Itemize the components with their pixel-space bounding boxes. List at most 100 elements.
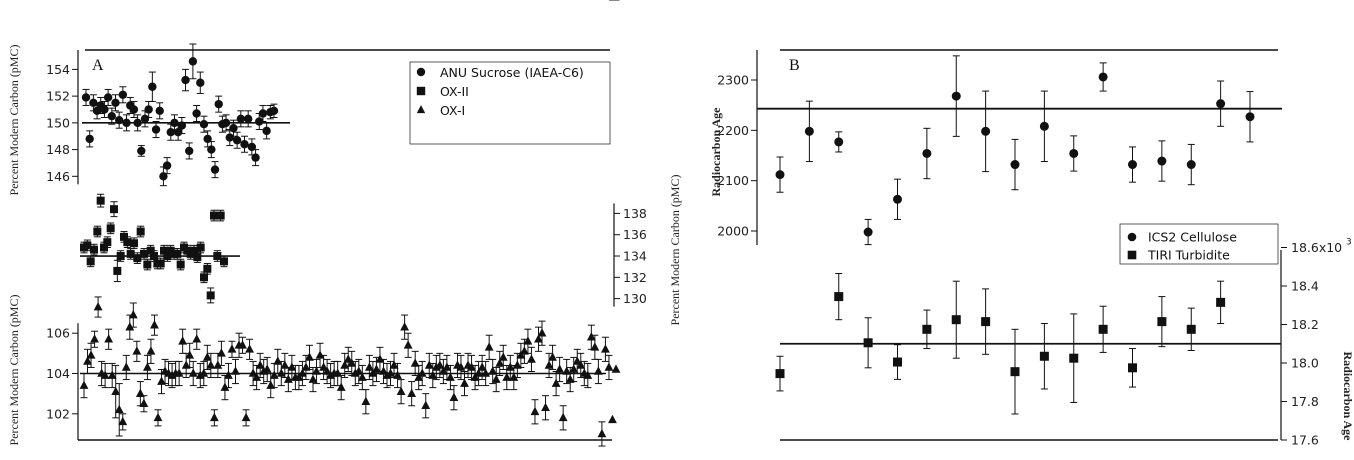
- data-point-triangle: [336, 382, 346, 391]
- data-point-triangle: [104, 334, 114, 343]
- data-point-square: [922, 324, 932, 334]
- data-point-triangle: [467, 362, 476, 371]
- data-point-square: [196, 243, 205, 252]
- data-point-circle: [129, 105, 139, 114]
- data-point-triangle: [178, 336, 188, 345]
- data-point-circle: [804, 126, 814, 136]
- data-point-square: [1157, 317, 1167, 327]
- data-point-triangle: [269, 370, 279, 379]
- subplot-top-ytick-label: 150: [46, 115, 70, 130]
- data-point-triangle: [530, 406, 540, 416]
- data-point-circle: [1216, 99, 1226, 109]
- data-point-square: [220, 257, 228, 266]
- data-point-triangle: [322, 366, 332, 375]
- data-point-triangle: [118, 416, 128, 426]
- data-point-square: [203, 264, 212, 273]
- data-point-square: [1216, 297, 1226, 307]
- data-point-triangle: [125, 322, 135, 331]
- data-point-circle: [1245, 112, 1255, 122]
- data-point-triangle: [569, 364, 579, 373]
- data-point-square: [116, 252, 125, 261]
- data-point-circle: [236, 114, 246, 124]
- data-point-circle: [229, 123, 238, 133]
- data-point-triangle: [565, 374, 575, 383]
- data-point-square: [173, 249, 182, 258]
- data-point-triangle: [150, 320, 159, 329]
- data-point-triangle: [185, 350, 195, 359]
- data-point-triangle: [396, 386, 406, 395]
- data-point-triangle: [386, 368, 395, 377]
- data-point-square: [176, 260, 185, 269]
- data-point-circle: [1039, 121, 1049, 131]
- data-point-circle: [893, 194, 902, 204]
- data-point-square: [1010, 367, 1020, 377]
- data-point-triangle: [273, 356, 283, 365]
- data-point-circle: [255, 117, 264, 126]
- data-point-triangle: [114, 404, 124, 414]
- data-point-circle: [137, 146, 146, 156]
- data-point-circle: [210, 165, 220, 174]
- data-point-circle: [1186, 160, 1196, 170]
- data-point-triangle: [460, 378, 469, 387]
- data-point-triangle: [143, 362, 152, 371]
- data-point-circle: [177, 121, 187, 130]
- data-point-triangle: [333, 368, 343, 377]
- data-point-circle: [981, 126, 991, 136]
- data-point-triangle: [481, 368, 491, 377]
- data-point-triangle: [157, 376, 166, 385]
- data-point-circle: [199, 119, 209, 129]
- data-point-triangle: [389, 360, 399, 369]
- data-point-triangle: [593, 366, 603, 375]
- data-point-square: [775, 369, 785, 379]
- data-point-triangle: [128, 310, 138, 319]
- subplot-lower-ytick-label: 18.2: [1291, 317, 1319, 332]
- data-point-triangle: [400, 322, 410, 331]
- data-point-triangle: [421, 400, 431, 410]
- data-point-triangle: [238, 340, 247, 349]
- data-point-circle: [170, 118, 179, 128]
- data-point-triangle: [100, 370, 110, 379]
- data-point-triangle: [255, 360, 265, 369]
- data-point-circle: [148, 82, 157, 91]
- data-point-square: [130, 239, 138, 248]
- data-point-circle: [155, 106, 164, 116]
- data-point-circle: [247, 142, 257, 152]
- subplot-lower-ytick-label: 17.8: [1291, 394, 1319, 409]
- data-point-triangle: [202, 352, 212, 361]
- subplot-bottom-ytick-label: 102: [46, 406, 70, 421]
- legend-marker-circle: [416, 67, 426, 77]
- data-point-square: [206, 291, 215, 300]
- data-point-triangle: [519, 346, 529, 355]
- data-point-triangle: [121, 362, 131, 371]
- subplot-top: 146 148 150 152 154 Percent Modern Carbon (pM…: [7, 43, 290, 195]
- data-point-circle: [240, 140, 249, 149]
- subplot-upper-ytick-label: 2000: [717, 224, 749, 239]
- panel-a-legend-box: [409, 61, 611, 145]
- data-point-circle: [1010, 160, 1020, 170]
- legend-marker-square: [1127, 250, 1137, 260]
- subplot-lower-axis-exponent: 3: [1346, 238, 1352, 248]
- data-point-triangle: [403, 340, 413, 349]
- data-point-square: [123, 238, 132, 247]
- data-point-circle: [951, 91, 961, 101]
- data-point-triangle: [435, 360, 445, 369]
- data-point-triangle: [361, 396, 371, 406]
- data-point-triangle: [174, 368, 184, 377]
- data-point-circle: [103, 93, 113, 102]
- subplot-middle: 130 132 134 136 138 Percent Modern Carbon (pM…: [80, 175, 682, 325]
- data-point-triangle: [90, 334, 99, 343]
- data-point-circle: [192, 109, 201, 118]
- data-point-square: [103, 238, 112, 247]
- data-point-square: [893, 357, 902, 367]
- data-point-triangle: [502, 372, 512, 381]
- data-point-circle: [100, 105, 109, 114]
- data-point-triangle: [604, 362, 614, 371]
- data-point-circle: [203, 134, 212, 144]
- data-point-triangle: [393, 370, 402, 379]
- data-point-triangle: [283, 374, 293, 383]
- data-point-triangle: [209, 412, 219, 422]
- data-point-triangle: [139, 398, 149, 408]
- data-point-square: [863, 338, 873, 348]
- data-point-triangle: [224, 370, 233, 379]
- subplot-upper-ytick-label: 2300: [717, 73, 749, 88]
